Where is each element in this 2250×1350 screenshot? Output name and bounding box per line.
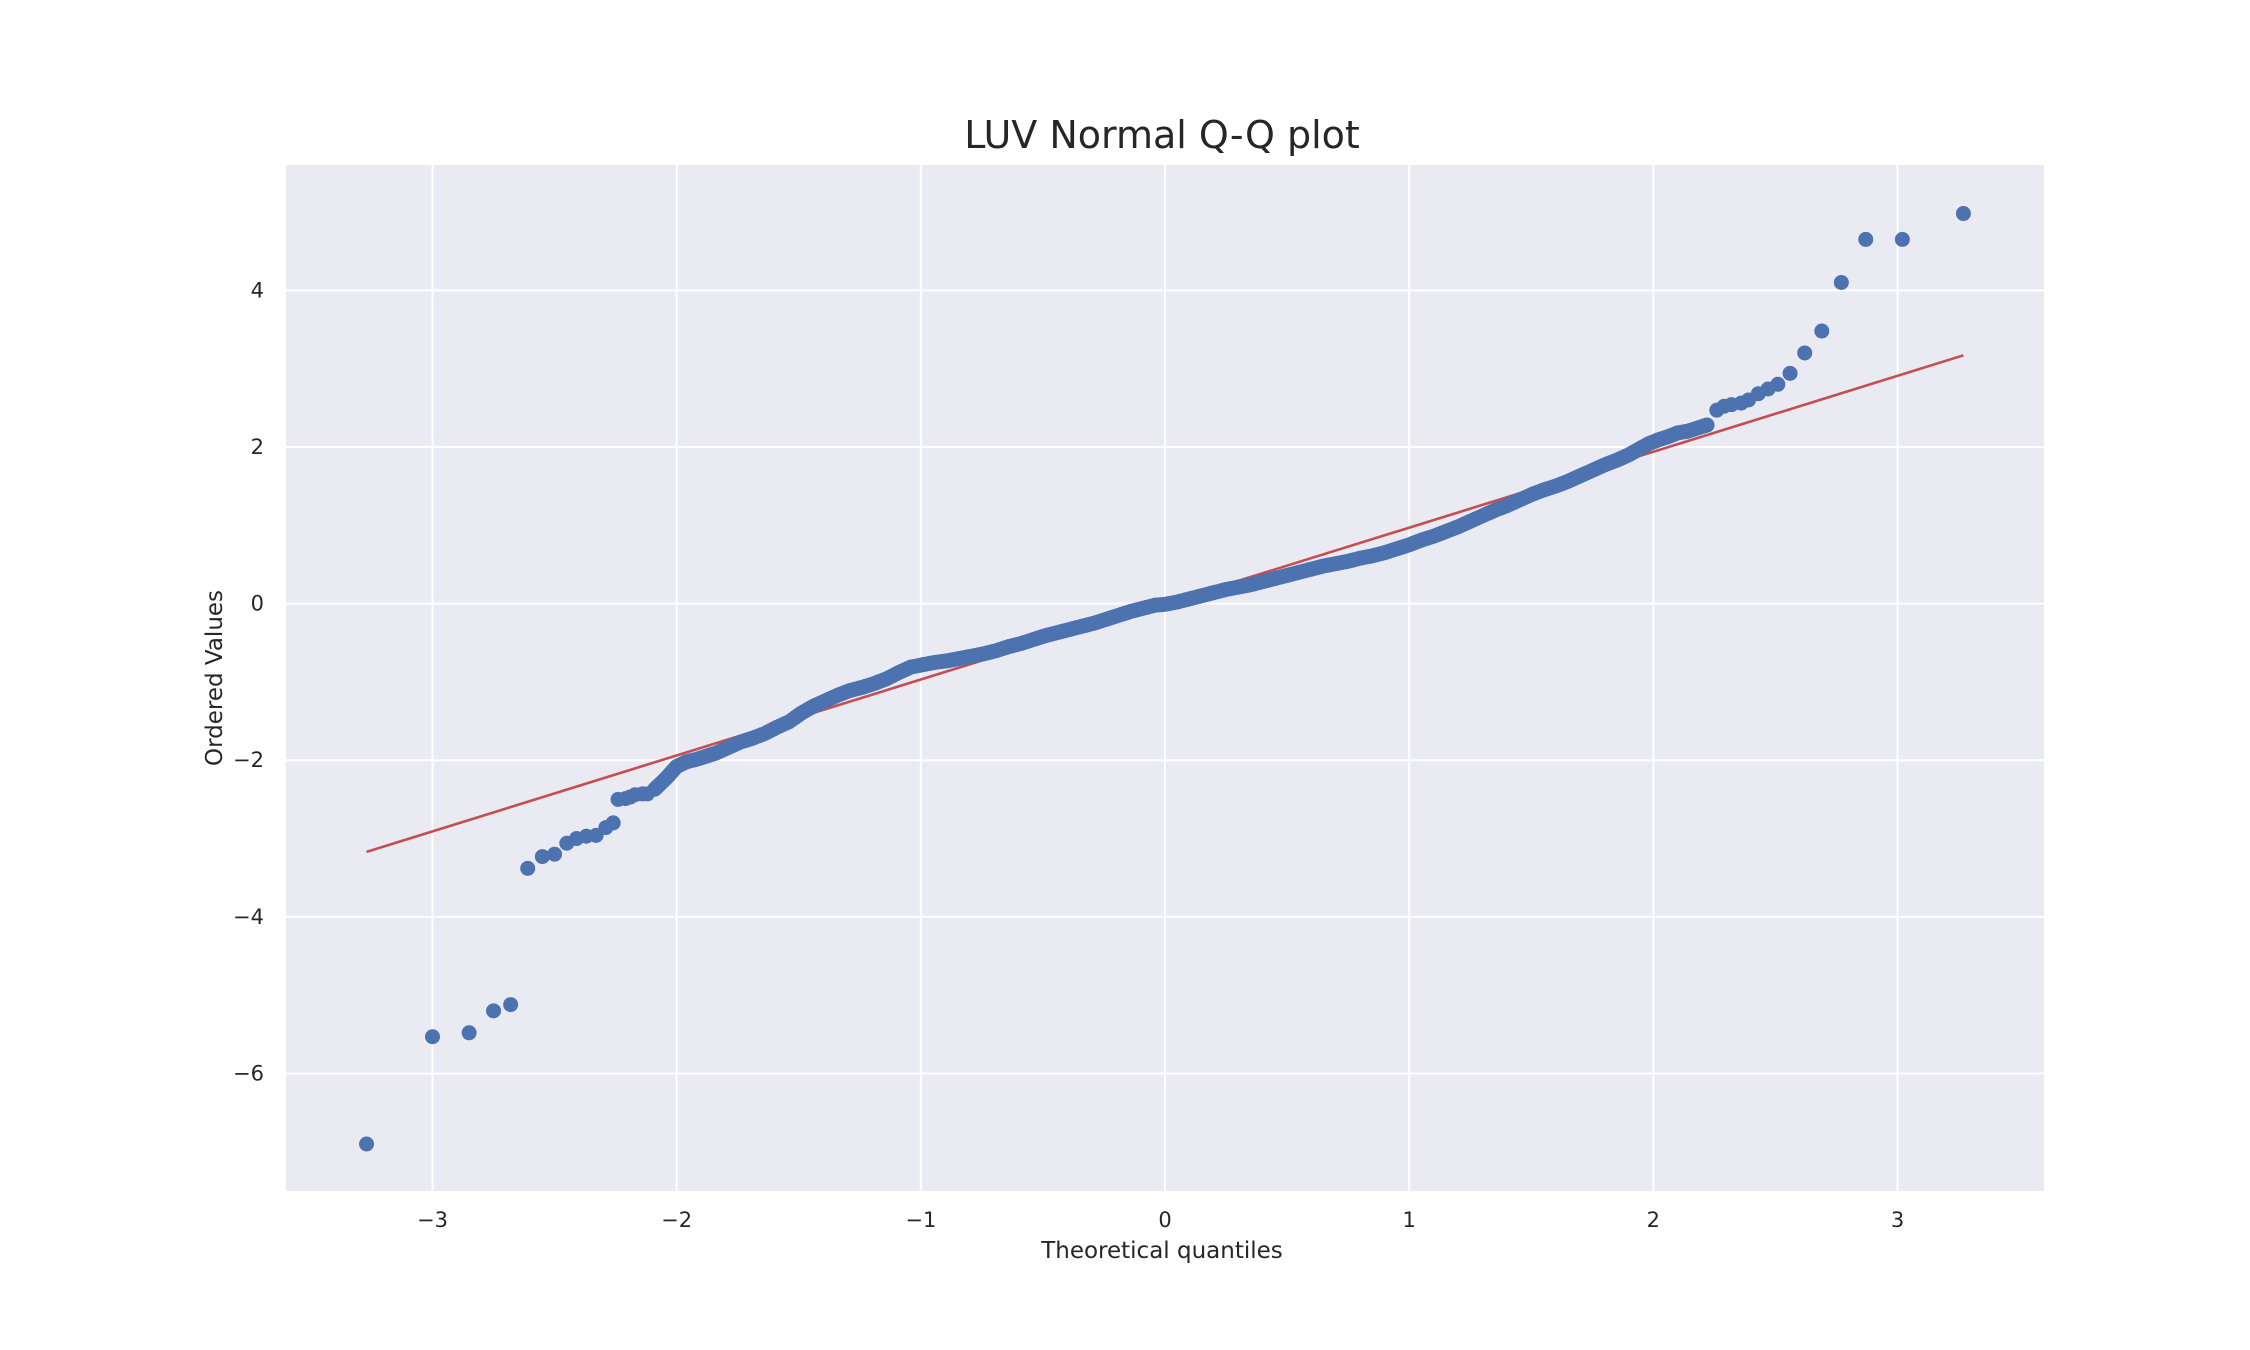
data-point xyxy=(461,1025,477,1041)
data-point xyxy=(1894,231,1910,247)
data-point xyxy=(1699,417,1715,433)
data-points xyxy=(359,206,1971,1152)
data-point xyxy=(486,1003,502,1019)
y-tick-label: 2 xyxy=(251,435,264,459)
data-point xyxy=(425,1029,440,1045)
chart-title: LUV Normal Q-Q plot xyxy=(964,113,1360,157)
x-tick-label: 2 xyxy=(1647,1208,1660,1232)
data-point xyxy=(547,846,563,862)
data-point xyxy=(1833,274,1849,290)
x-tick-label: 3 xyxy=(1891,1208,1904,1232)
x-axis-label: Theoretical quantiles xyxy=(1040,1238,1283,1264)
y-tick-label: −4 xyxy=(233,905,264,929)
data-point xyxy=(1782,365,1798,381)
data-point xyxy=(359,1136,375,1152)
data-point xyxy=(534,849,550,865)
y-tick-label: −6 xyxy=(233,1062,264,1086)
x-tick-label: −2 xyxy=(661,1208,692,1232)
data-point xyxy=(1858,231,1874,247)
y-tick-labels: −6 −4 −2 0 2 4 xyxy=(233,278,264,1085)
data-point xyxy=(605,815,621,831)
data-point xyxy=(1814,323,1830,339)
data-point xyxy=(1770,376,1786,392)
data-point xyxy=(1955,206,1971,222)
x-tick-label: 1 xyxy=(1402,1208,1415,1232)
x-tick-label: −1 xyxy=(905,1208,936,1232)
data-point xyxy=(520,860,536,876)
y-tick-label: 4 xyxy=(251,278,264,302)
y-tick-label: 0 xyxy=(251,592,264,616)
x-tick-labels: −3 −2 −1 0 1 2 3 xyxy=(417,1208,1904,1232)
data-point xyxy=(503,997,519,1013)
x-tick-label: 0 xyxy=(1158,1208,1171,1232)
x-tick-label: −3 xyxy=(417,1208,448,1232)
y-axis-label: Ordered Values xyxy=(202,590,228,766)
y-tick-label: −2 xyxy=(233,748,264,772)
data-point xyxy=(1797,345,1813,361)
